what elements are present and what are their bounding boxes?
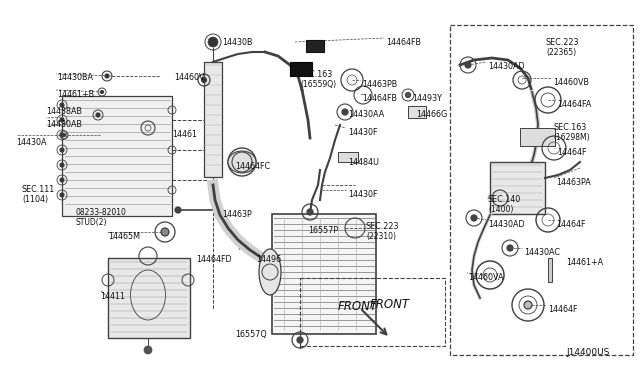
Text: SEC.140: SEC.140	[488, 195, 521, 204]
Circle shape	[105, 74, 109, 78]
Text: 14464F: 14464F	[556, 220, 586, 229]
Text: 14460VA: 14460VA	[468, 273, 504, 282]
Bar	[490, 162, 545, 214]
Text: J14400US: J14400US	[566, 348, 609, 357]
Bar	[108, 258, 190, 338]
Text: (22310): (22310)	[366, 232, 396, 241]
Text: 14430F: 14430F	[348, 128, 378, 137]
Circle shape	[60, 178, 64, 182]
Text: 14438AB: 14438AB	[46, 107, 82, 116]
Circle shape	[297, 337, 303, 343]
Text: 08233-82010: 08233-82010	[75, 208, 126, 217]
Circle shape	[60, 118, 64, 122]
Circle shape	[100, 90, 104, 93]
Text: 14465M: 14465M	[108, 232, 140, 241]
Text: 14461: 14461	[172, 130, 197, 139]
Text: 14464FD: 14464FD	[196, 255, 232, 264]
Bar	[290, 62, 312, 76]
Text: 14464F: 14464F	[557, 148, 586, 157]
Text: 14464FB: 14464FB	[386, 38, 421, 47]
Text: 14430AD: 14430AD	[488, 220, 525, 229]
Circle shape	[60, 148, 64, 152]
Circle shape	[175, 207, 181, 213]
Text: SEC.223: SEC.223	[546, 38, 579, 47]
Text: 14484U: 14484U	[348, 158, 379, 167]
Bar	[408, 106, 426, 118]
Circle shape	[60, 193, 64, 197]
Text: 14461+A: 14461+A	[566, 258, 603, 267]
Text: 14430B: 14430B	[222, 38, 253, 47]
Text: SEC.111: SEC.111	[22, 185, 55, 194]
Circle shape	[60, 163, 64, 167]
Text: 14460VB: 14460VB	[553, 78, 589, 87]
Text: 14430AB: 14430AB	[46, 120, 82, 129]
Text: (22365): (22365)	[546, 48, 576, 57]
Text: STUD(2): STUD(2)	[75, 218, 106, 227]
Text: FRONT: FRONT	[370, 298, 410, 311]
Ellipse shape	[228, 151, 256, 173]
Text: 14430AD: 14430AD	[488, 62, 525, 71]
Text: 14411: 14411	[100, 292, 125, 301]
Circle shape	[96, 113, 100, 117]
Text: 14466G: 14466G	[416, 110, 447, 119]
Text: 14464FB: 14464FB	[362, 94, 397, 103]
Text: 16557Q: 16557Q	[235, 330, 267, 339]
Text: (1104): (1104)	[22, 195, 48, 204]
Text: 14430BA: 14430BA	[57, 73, 93, 82]
Circle shape	[465, 62, 471, 68]
Text: 16557P: 16557P	[308, 226, 338, 235]
Bar	[62, 96, 172, 216]
Circle shape	[507, 245, 513, 251]
Circle shape	[208, 37, 218, 47]
Circle shape	[60, 103, 64, 107]
Text: (1400): (1400)	[488, 205, 513, 214]
Bar	[306, 40, 324, 52]
Text: (16559Q): (16559Q)	[300, 80, 336, 89]
Text: 14430AC: 14430AC	[524, 248, 560, 257]
Text: 14464F: 14464F	[548, 305, 577, 314]
Circle shape	[342, 109, 348, 115]
Bar	[272, 214, 376, 334]
Circle shape	[60, 133, 64, 137]
Text: SEC.163: SEC.163	[553, 123, 586, 132]
Circle shape	[471, 215, 477, 221]
Text: 14460V: 14460V	[174, 73, 205, 82]
Text: 14464FA: 14464FA	[557, 100, 591, 109]
Text: 14430AA: 14430AA	[348, 110, 384, 119]
Text: SEC.223: SEC.223	[366, 222, 399, 231]
Bar	[450, 25, 633, 355]
Circle shape	[161, 228, 169, 236]
Bar	[520, 128, 555, 146]
Circle shape	[524, 301, 532, 309]
Text: 14493Y: 14493Y	[412, 94, 442, 103]
Bar	[300, 278, 445, 346]
Circle shape	[307, 209, 313, 215]
Circle shape	[144, 346, 152, 354]
Text: 14464FC: 14464FC	[235, 162, 270, 171]
Text: 14430F: 14430F	[348, 190, 378, 199]
Circle shape	[63, 134, 65, 137]
Text: 14461+B: 14461+B	[57, 90, 94, 99]
Circle shape	[406, 93, 410, 97]
Text: SEC.163: SEC.163	[300, 70, 333, 79]
Text: (16298M): (16298M)	[553, 133, 589, 142]
Circle shape	[202, 77, 207, 83]
Text: 14463P: 14463P	[222, 210, 252, 219]
Bar	[204, 62, 222, 177]
Text: FRONT: FRONT	[338, 300, 378, 313]
Bar	[338, 152, 358, 162]
Text: 14463PB: 14463PB	[362, 80, 397, 89]
Text: 14430A: 14430A	[16, 138, 47, 147]
Text: 14496: 14496	[256, 255, 281, 264]
Text: 14463PA: 14463PA	[556, 178, 591, 187]
Ellipse shape	[259, 249, 281, 295]
Bar	[548, 258, 552, 282]
